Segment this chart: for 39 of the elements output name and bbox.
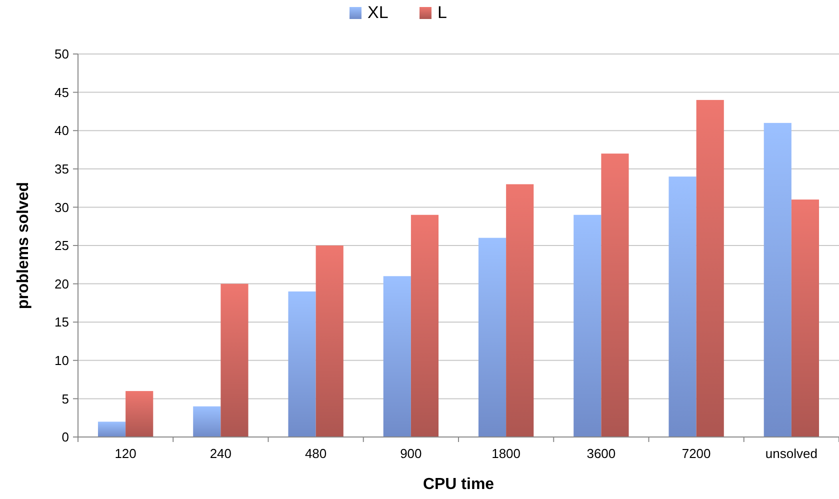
y-tick-label: 25 [54, 238, 69, 254]
bar [696, 100, 724, 437]
x-tick-label: 240 [210, 446, 232, 461]
legend-label: L [438, 3, 447, 22]
y-tick-label: 0 [62, 430, 69, 445]
x-tick-label: 1800 [492, 446, 521, 461]
x-tick-label: 480 [304, 446, 327, 461]
y-tick-label: 5 [62, 391, 69, 406]
x-tick-label: 7200 [682, 446, 711, 461]
bar [506, 184, 534, 437]
y-tick-label: 40 [54, 123, 69, 138]
y-tick-label: 45 [54, 84, 69, 100]
bar [668, 176, 696, 437]
x-tick-label: 120 [114, 446, 136, 461]
y-tick-label: 10 [54, 352, 69, 368]
y-tick-label: 50 [54, 46, 69, 62]
bar [220, 284, 248, 437]
bar [478, 238, 506, 437]
y-tick-label: 15 [54, 314, 69, 330]
bar [410, 214, 439, 437]
y-tick-label: 35 [54, 161, 69, 176]
bar [126, 391, 154, 437]
y-tick-label: 30 [54, 200, 69, 215]
x-tick-label: unsolved [765, 446, 818, 461]
bar [791, 200, 820, 437]
bar [764, 122, 792, 437]
legend-label: XL [368, 3, 388, 22]
y-axis-title: problems solved [15, 182, 32, 310]
bar [601, 154, 629, 437]
bar [98, 422, 126, 437]
bar [193, 406, 221, 437]
y-tick-label: 20 [54, 276, 69, 292]
bar [574, 214, 602, 437]
x-axis-title: CPU time [422, 476, 494, 493]
x-tick-label: 900 [400, 446, 422, 461]
x-tick-label: 3600 [586, 446, 616, 461]
bar [316, 246, 344, 437]
bar [383, 276, 411, 437]
bar [288, 291, 316, 437]
